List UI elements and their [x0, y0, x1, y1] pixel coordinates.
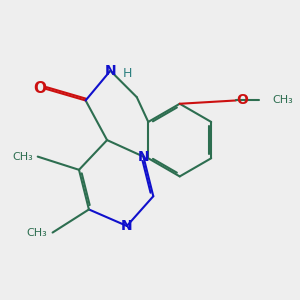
Text: CH₃: CH₃: [272, 95, 293, 106]
Text: CH₃: CH₃: [12, 152, 33, 162]
Text: O: O: [33, 81, 46, 96]
Text: O: O: [236, 94, 248, 107]
Text: N: N: [105, 64, 116, 78]
Text: H: H: [123, 67, 132, 80]
Text: N: N: [138, 150, 149, 164]
Text: CH₃: CH₃: [27, 228, 48, 238]
Text: N: N: [121, 219, 133, 233]
